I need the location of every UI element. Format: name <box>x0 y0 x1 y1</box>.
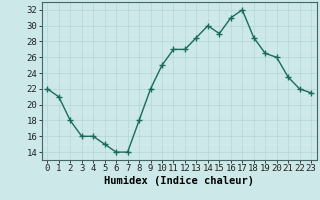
X-axis label: Humidex (Indice chaleur): Humidex (Indice chaleur) <box>104 176 254 186</box>
